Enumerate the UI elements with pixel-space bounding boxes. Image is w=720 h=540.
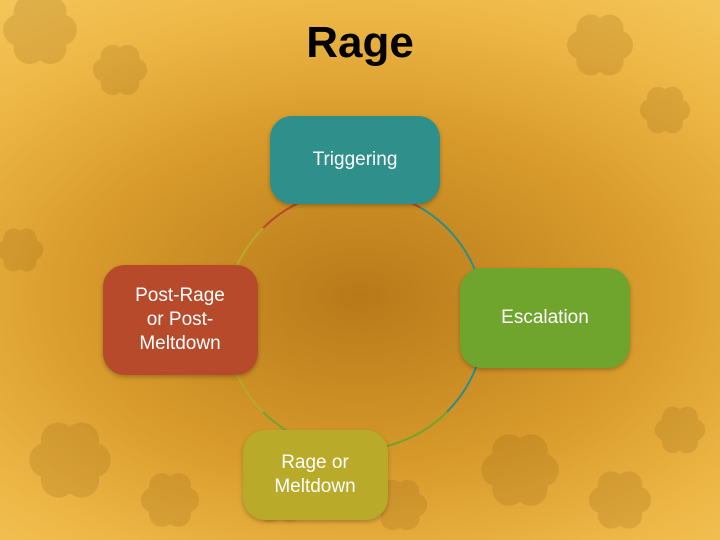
cycle-node-label: Triggering xyxy=(305,148,406,172)
cycle-node-label: Escalation xyxy=(493,306,597,330)
cycle-node-escalation: Escalation xyxy=(460,268,630,368)
cycle-node-triggering: Triggering xyxy=(270,116,440,204)
cycle-node-label: Post-Rageor Post-Meltdown xyxy=(127,284,233,355)
cycle-node-rage-meltdown: Rage orMeltdown xyxy=(243,430,388,520)
cycle-node-post-rage: Post-Rageor Post-Meltdown xyxy=(103,265,258,375)
cycle-node-label: Rage orMeltdown xyxy=(266,451,363,499)
